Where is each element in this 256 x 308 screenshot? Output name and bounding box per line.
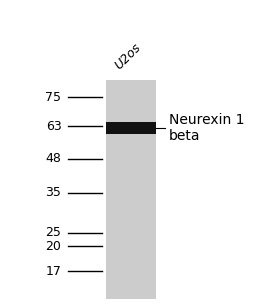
- Text: 25: 25: [46, 226, 61, 239]
- Text: 20: 20: [46, 240, 61, 253]
- Bar: [106, 122, 156, 134]
- Text: U2os: U2os: [112, 41, 144, 72]
- Bar: [106, 80, 156, 299]
- Text: 48: 48: [46, 152, 61, 165]
- Text: 17: 17: [46, 265, 61, 278]
- Text: 75: 75: [46, 91, 61, 103]
- Text: 35: 35: [46, 186, 61, 199]
- Text: Neurexin 1
beta: Neurexin 1 beta: [169, 113, 244, 143]
- Text: 63: 63: [46, 120, 61, 133]
